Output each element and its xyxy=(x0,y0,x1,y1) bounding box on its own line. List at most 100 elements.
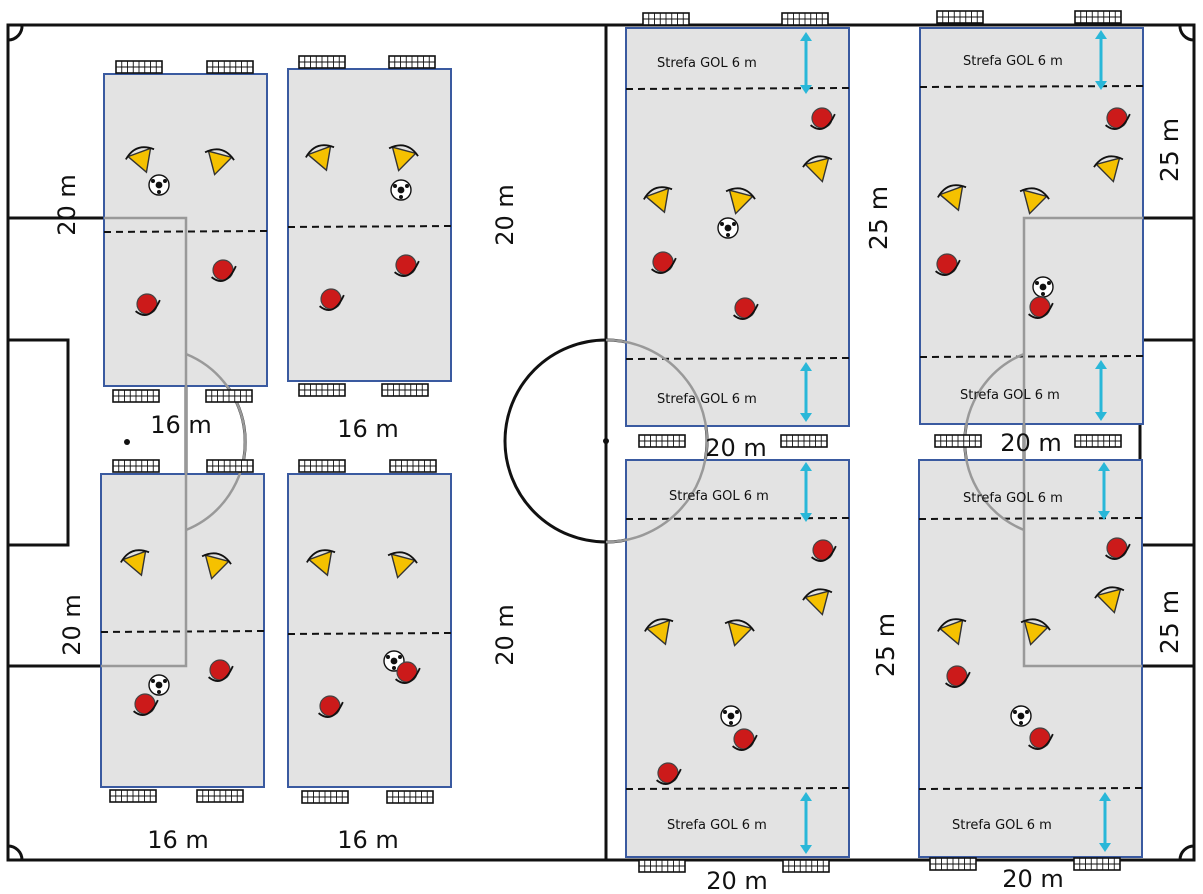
label-25m-top-middle: 25 m xyxy=(864,186,893,250)
yellow-player-icon xyxy=(1093,155,1124,183)
player-shoulders xyxy=(1028,733,1054,750)
dimension-labels: 16 m 16 m 16 m 16 m 20 m 20 m 20 m 20 m … xyxy=(53,118,1184,894)
red-player-icon xyxy=(319,288,345,311)
yellow-player-icon xyxy=(120,549,150,577)
halfway-dashed-line xyxy=(287,632,452,635)
red-player-icon xyxy=(810,107,836,130)
red-player-icon xyxy=(1105,537,1131,560)
mini-goal xyxy=(929,857,977,871)
ball-patch xyxy=(1047,281,1051,285)
mini-goal xyxy=(642,12,690,26)
red-player-icon xyxy=(732,728,758,751)
player-shoulders xyxy=(306,549,336,563)
mini-goal xyxy=(196,789,244,803)
small-pitch-small-bottom-right xyxy=(287,473,452,788)
goal-zone-arrow xyxy=(800,32,812,94)
player-shoulders xyxy=(644,618,674,632)
zone-label-big-tr-bottom: Strefa GOL 6 m xyxy=(960,388,1060,403)
zone-label-big-tl-bottom: Strefa GOL 6 m xyxy=(657,392,757,407)
pitch-area xyxy=(287,68,452,382)
yellow-player-icon xyxy=(201,552,232,580)
ball-patch xyxy=(726,233,730,237)
player-cone xyxy=(645,619,671,646)
goal-zone-arrow xyxy=(800,792,812,854)
goal-box-right xyxy=(1138,338,1196,547)
mini-goals xyxy=(109,10,1122,873)
penalty-spot-left xyxy=(124,439,130,445)
ball-patch xyxy=(398,655,402,659)
label-20m-bottom-middle: 20 m xyxy=(491,604,519,666)
ball-patch xyxy=(163,179,167,183)
goal-box-left xyxy=(6,338,70,547)
player-shoulders xyxy=(802,155,833,168)
ball-patch xyxy=(151,179,155,183)
yellow-player-icon xyxy=(724,619,755,647)
arrow-head-down xyxy=(1095,81,1107,90)
pitch-area xyxy=(918,459,1143,858)
ball-patch xyxy=(1039,283,1047,291)
pitch-area xyxy=(287,473,452,788)
goal-zone-labels: Strefa GOL 6 m Strefa GOL 6 m Strefa GOL… xyxy=(657,54,1063,833)
mini-goal xyxy=(298,383,346,397)
label-20m-center-right: 20 m xyxy=(1000,429,1062,457)
mini-goal xyxy=(112,459,160,473)
corner-arc-tr xyxy=(1178,24,1195,42)
corner-arc-br xyxy=(1178,844,1195,861)
player-cone xyxy=(1094,157,1121,183)
small-pitch-small-top-right xyxy=(287,68,452,382)
yellow-player-icon xyxy=(1019,187,1050,215)
player-cone xyxy=(207,150,234,176)
ball-patch xyxy=(735,710,739,714)
yellow-player-icon xyxy=(125,146,155,174)
corner-arc-bl xyxy=(7,844,24,861)
goal-zone-dashed-line xyxy=(919,85,1144,88)
player-shoulders xyxy=(387,551,418,564)
yellow-player-icon xyxy=(802,155,833,183)
player-shoulders xyxy=(125,146,155,160)
ball-patch xyxy=(1013,710,1017,714)
ball-icon xyxy=(1010,705,1032,727)
player-cone xyxy=(938,185,964,212)
red-player-icon xyxy=(211,259,237,282)
player-cone xyxy=(728,189,755,215)
arrow-head-down xyxy=(1099,843,1111,852)
yellow-player-icon xyxy=(802,588,833,616)
ball-icon xyxy=(148,674,170,696)
arrow-head-up xyxy=(800,362,812,371)
yellow-player-icon xyxy=(1020,618,1051,646)
label-20m-top-left: 20 m xyxy=(53,174,81,236)
label-20m-top-middle: 20 m xyxy=(491,184,519,246)
player-shoulders xyxy=(388,144,419,157)
goal-zone-arrow xyxy=(800,362,812,422)
player-shoulders xyxy=(1020,618,1051,631)
player-shoulders xyxy=(651,257,677,274)
goal-zone-dashed-line xyxy=(625,787,850,790)
player-cone xyxy=(1022,189,1049,215)
arrow-head-up xyxy=(1099,792,1111,801)
ball-patch xyxy=(1017,712,1025,720)
goal-zone-dashed-line xyxy=(625,87,850,90)
arrow-head-down xyxy=(1095,412,1107,421)
mini-goal xyxy=(301,790,349,804)
zone-label-big-bl-top: Strefa GOL 6 m xyxy=(669,489,769,504)
mini-goal xyxy=(780,434,828,448)
mini-goal xyxy=(115,60,163,74)
goal-zone-arrow xyxy=(1098,462,1110,520)
player-shoulders xyxy=(935,259,961,276)
red-player-icon xyxy=(935,253,961,276)
corner-arc-tl xyxy=(7,24,24,42)
yellow-player-icon xyxy=(306,549,336,577)
small-pitch-small-bottom-left xyxy=(100,473,265,788)
red-player-icon xyxy=(133,693,159,716)
player-shoulders xyxy=(656,768,682,785)
ball-patch xyxy=(392,666,396,670)
player-shoulders xyxy=(802,588,833,601)
ball-patch xyxy=(720,222,724,226)
arrow-head-up xyxy=(1098,462,1110,471)
player-shoulders xyxy=(204,148,235,161)
player-shoulders xyxy=(395,667,421,684)
mini-goal xyxy=(112,389,160,403)
ball-patch xyxy=(729,721,733,725)
red-player-icon xyxy=(208,659,234,682)
